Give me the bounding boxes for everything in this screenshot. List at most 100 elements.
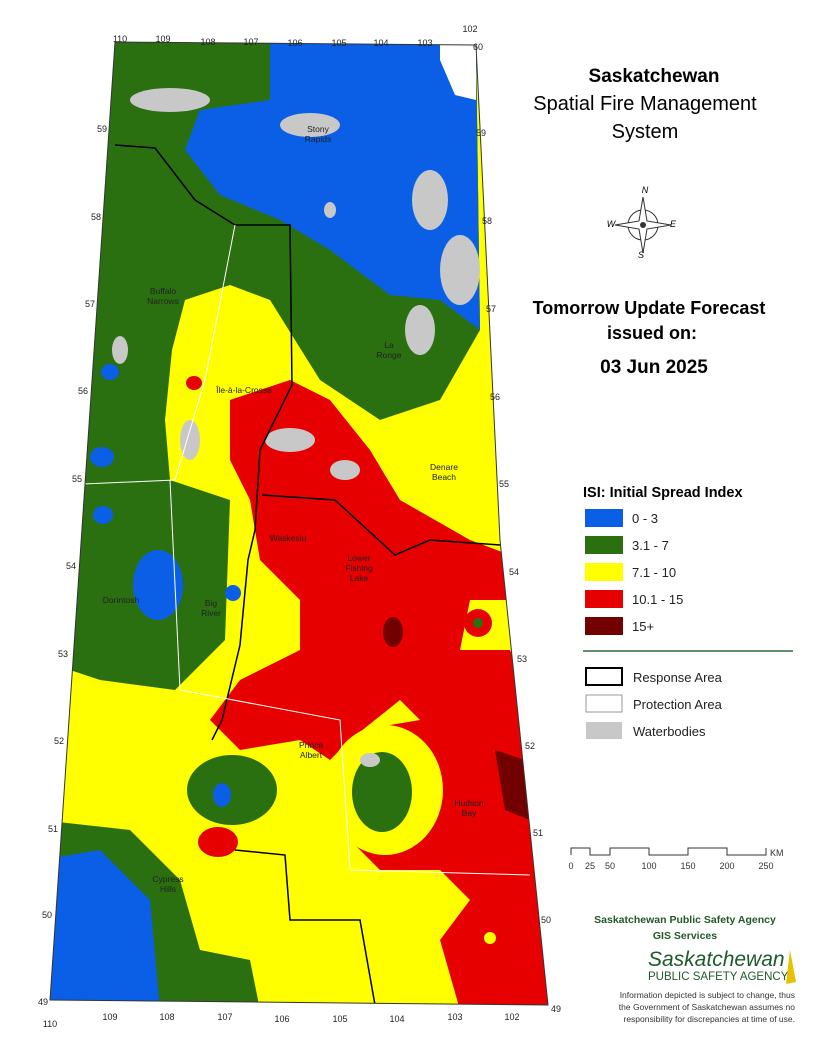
scale-label: 50 — [605, 861, 615, 871]
waterbody — [130, 88, 210, 112]
logo-mark — [786, 950, 796, 984]
place-label: Hudson Bay — [454, 798, 484, 818]
place-label-line: Fishing — [345, 563, 373, 573]
scale-label: 0 — [568, 861, 573, 871]
coordinate-label: 110 — [113, 34, 127, 44]
scale-label: 25 — [585, 861, 595, 871]
scale-label: 100 — [641, 861, 656, 871]
coordinate-label: 55 — [72, 474, 82, 484]
coordinate-label: 56 — [490, 392, 500, 402]
place-label-line: Rapids — [305, 134, 331, 144]
disclaimer: Information depicted is subject to chang… — [620, 990, 795, 1000]
title: System — [612, 121, 679, 143]
zone-blue — [93, 506, 113, 524]
compass-label: N — [642, 185, 649, 195]
coordinate-label: 58 — [91, 212, 101, 222]
zone-green — [473, 618, 483, 628]
coordinate-label: 108 — [159, 1012, 174, 1022]
credit-agency: Saskatchewan Public Safety Agency — [594, 914, 776, 926]
legend-swatch — [585, 694, 623, 713]
place-label: Île-à-la-Crosse — [215, 385, 272, 395]
labels: 110 109 108 107 106 105 104 103 102 110 109 108 107 1… — [38, 24, 561, 1029]
zone-red — [260, 526, 310, 554]
coordinate-label: 104 — [389, 1014, 404, 1024]
waterbody — [405, 305, 435, 355]
legend-swatch — [585, 617, 623, 635]
zone-red — [186, 376, 202, 390]
coordinate-label: 51 — [533, 828, 543, 838]
coordinate-label: 51 — [48, 824, 58, 834]
place-label-line: Bay — [462, 808, 477, 818]
waterbody — [360, 753, 380, 767]
legend-label: 15+ — [632, 619, 654, 634]
coordinate-label: 56 — [78, 386, 88, 396]
coordinate-label: 109 — [102, 1012, 117, 1022]
scale-label: 150 — [680, 861, 695, 871]
compass-center — [640, 222, 646, 228]
waterbody — [412, 170, 448, 230]
place-label: Big River — [201, 598, 221, 618]
coordinate-label: 110 — [43, 1019, 57, 1029]
place-label-line: Lower — [347, 553, 370, 563]
legend-label: 3.1 - 7 — [632, 538, 669, 553]
legend-swatch — [586, 722, 622, 739]
zone-blue — [101, 364, 119, 380]
coordinate-label: 102 — [504, 1012, 519, 1022]
zone-dark-red — [495, 750, 530, 820]
place-label-line: Île-à-la-Crosse — [215, 385, 272, 395]
legend-label: 10.1 - 15 — [632, 592, 683, 607]
coordinate-label: 50 — [541, 915, 551, 925]
zone-blue — [50, 850, 160, 1005]
disclaimer: responsibility for discrepancies at time… — [624, 1014, 796, 1024]
zone-blue — [185, 42, 480, 330]
province-outline — [49, 41, 549, 1006]
place-label-line: Lake — [350, 573, 369, 583]
zone-blue — [90, 447, 114, 467]
compass: N E S W — [607, 185, 677, 260]
place-label-line: Big — [205, 598, 218, 608]
coordinate-label: 49 — [38, 997, 48, 1007]
coordinate-label: 108 — [200, 37, 215, 47]
place-label: Buffalo Narrows — [147, 286, 179, 306]
protection-area — [169, 479, 531, 876]
coordinate-label: 50 — [42, 910, 52, 920]
forecast-date: 03 Jun 2025 — [600, 357, 708, 378]
forecast-heading: Tomorrow Update Forecast — [533, 298, 766, 318]
place-label: Prince Albert — [299, 740, 323, 760]
coordinate-label: 107 — [243, 37, 258, 47]
map-body — [50, 42, 548, 1005]
waterbody — [265, 428, 315, 452]
scale-unit: KM — [770, 848, 784, 858]
zone-dark-red — [383, 617, 403, 647]
place-label-line: Narrows — [147, 296, 179, 306]
coordinate-label: 106 — [274, 1014, 289, 1024]
coordinate-label: 57 — [486, 304, 496, 314]
place-label-line: Beach — [432, 472, 456, 482]
scale-label: 250 — [758, 861, 773, 871]
coordinate-label: 102 — [462, 24, 477, 34]
scale-label: 200 — [719, 861, 734, 871]
coordinate-label: 105 — [332, 1014, 347, 1024]
legend-swatch — [585, 563, 623, 581]
place-label: Lower Fishing Lake — [345, 553, 373, 583]
compass-label: E — [670, 219, 677, 229]
waterbody — [324, 202, 336, 218]
legend-swatch — [585, 536, 623, 554]
place-label-line: Cypress — [152, 874, 183, 884]
title: Spatial Fire Management — [533, 93, 757, 115]
logo-sub: PUBLIC SAFETY AGENCY — [648, 971, 789, 983]
coordinate-label: 59 — [476, 128, 486, 138]
waterbody — [330, 460, 360, 480]
place-label-line: Dorintosh — [103, 595, 140, 605]
coordinate-label: 105 — [331, 38, 346, 48]
coordinate-label: 57 — [85, 299, 95, 309]
zone-red — [198, 827, 238, 857]
coordinate-label: 109 — [155, 34, 170, 44]
legend-swatch — [585, 509, 623, 527]
zone-yellow — [484, 932, 496, 944]
place-label: Cypress Hills — [152, 874, 183, 894]
place-label: Denare Beach — [430, 462, 458, 482]
place-label-line: Prince — [299, 740, 323, 750]
scale-bar — [570, 847, 767, 856]
place-label-line: Albert — [300, 750, 323, 760]
